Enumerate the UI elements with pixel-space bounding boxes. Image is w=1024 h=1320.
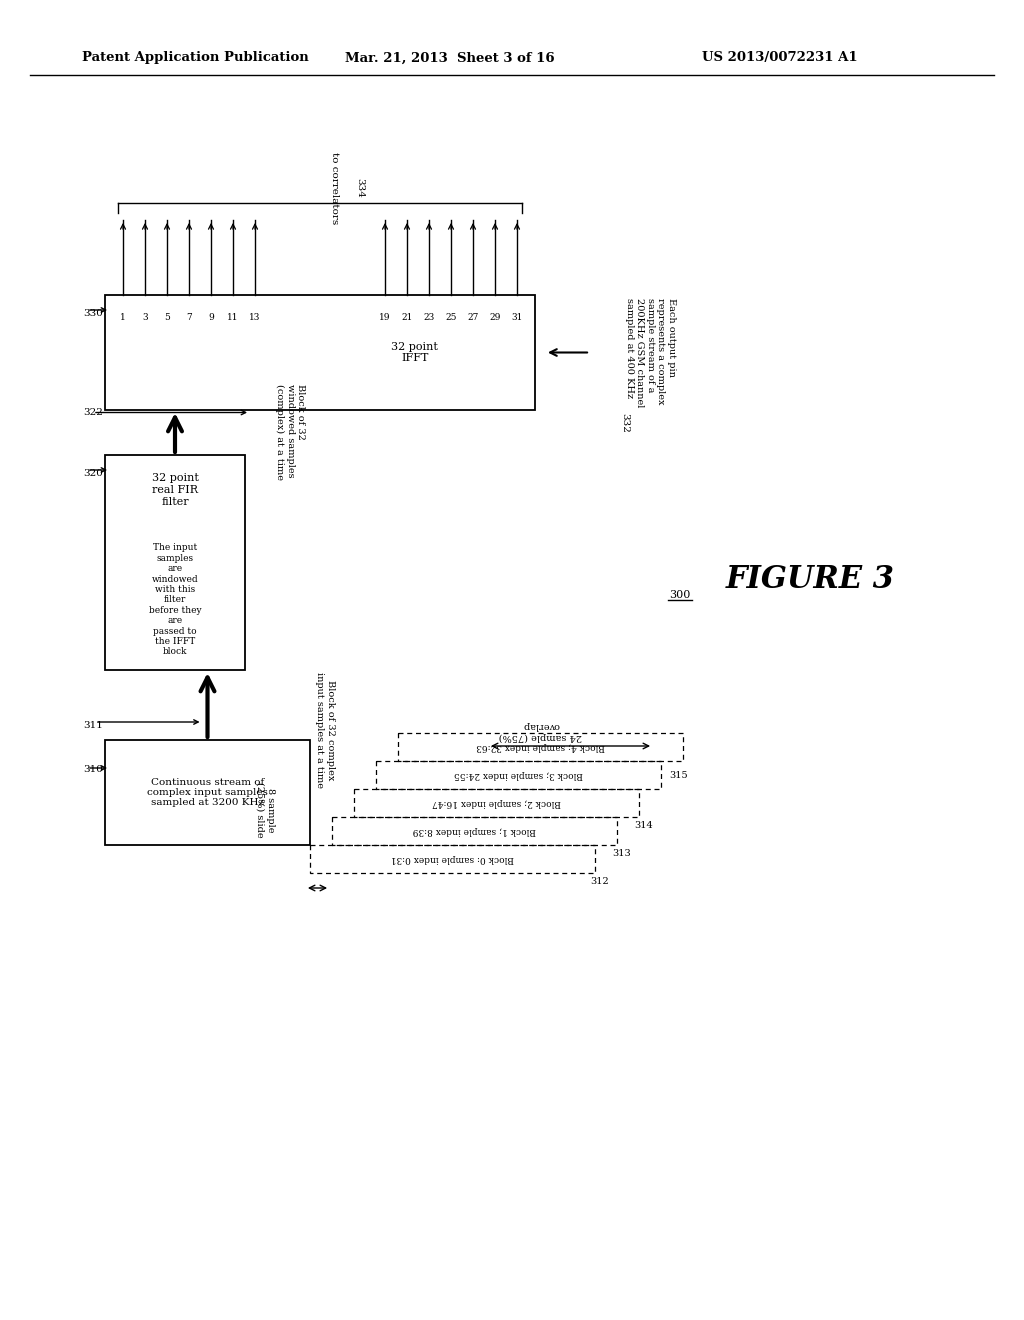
Bar <box>376 762 662 789</box>
Text: 32 point
IFFT: 32 point IFFT <box>391 342 438 363</box>
Text: 3: 3 <box>142 313 147 322</box>
Text: 8 sample
(25%) slide: 8 sample (25%) slide <box>255 783 274 838</box>
Text: Block of 32 complex
input samples at a time: Block of 32 complex input samples at a t… <box>315 672 335 788</box>
Text: 310: 310 <box>83 766 102 775</box>
Text: 332: 332 <box>621 413 630 433</box>
Text: 300: 300 <box>670 590 690 601</box>
Text: 24 sample (75%)
overlap: 24 sample (75%) overlap <box>499 721 582 741</box>
Text: 312: 312 <box>590 876 608 886</box>
Text: 11: 11 <box>227 313 239 322</box>
Text: Continuous stream of
complex input samples
sampled at 3200 KHz: Continuous stream of complex input sampl… <box>147 777 268 808</box>
Text: 313: 313 <box>612 849 631 858</box>
Text: 25: 25 <box>445 313 457 322</box>
Text: 13: 13 <box>249 313 261 322</box>
Text: 1: 1 <box>120 313 126 322</box>
Text: 31: 31 <box>511 313 522 322</box>
Text: to correlators: to correlators <box>331 152 340 224</box>
Text: 311: 311 <box>83 721 102 730</box>
Text: FIGURE 3: FIGURE 3 <box>725 565 895 595</box>
Text: Patent Application Publication: Patent Application Publication <box>82 51 308 65</box>
Text: 29: 29 <box>489 313 501 322</box>
Text: 32 point
real FIR
filter: 32 point real FIR filter <box>152 474 199 507</box>
Text: 19: 19 <box>379 313 391 322</box>
Text: 322: 322 <box>83 408 102 417</box>
Text: Block 2; sample index 16:47: Block 2; sample index 16:47 <box>432 799 561 808</box>
Text: 314: 314 <box>634 821 652 829</box>
Bar <box>354 789 639 817</box>
Text: 23: 23 <box>423 313 434 322</box>
Text: US 2013/0072231 A1: US 2013/0072231 A1 <box>702 51 858 65</box>
Bar <box>332 817 617 845</box>
Text: Block 0: sample index 0:31: Block 0: sample index 0:31 <box>391 854 514 863</box>
Text: 21: 21 <box>401 313 413 322</box>
Text: Each output pin
represents a complex
sample stream of a
200KHz GSM channel
sampl: Each output pin represents a complex sam… <box>625 298 676 407</box>
Bar <box>105 294 535 411</box>
Text: Block 4; sample index 32:63: Block 4; sample index 32:63 <box>476 742 605 751</box>
Text: 315: 315 <box>669 771 688 780</box>
Text: Block of 32
windowed samples
(complex) at a time: Block of 32 windowed samples (complex) a… <box>275 384 305 480</box>
Text: 320: 320 <box>83 469 102 478</box>
Text: Block 3; sample index 24:55: Block 3; sample index 24:55 <box>454 771 583 780</box>
Text: 334: 334 <box>355 178 365 198</box>
Text: 9: 9 <box>208 313 214 322</box>
Text: Block 1; sample index 8:39: Block 1; sample index 8:39 <box>413 826 537 836</box>
Text: 5: 5 <box>164 313 170 322</box>
Bar <box>105 741 310 845</box>
Text: 330: 330 <box>83 309 102 318</box>
Bar <box>105 455 245 671</box>
Text: 27: 27 <box>467 313 478 322</box>
Text: Mar. 21, 2013  Sheet 3 of 16: Mar. 21, 2013 Sheet 3 of 16 <box>345 51 555 65</box>
Text: The input
samples
are
windowed
with this
filter
before they
are
passed to
the IF: The input samples are windowed with this… <box>148 544 202 656</box>
Text: 7: 7 <box>186 313 191 322</box>
Bar <box>398 733 683 762</box>
Bar <box>310 845 595 873</box>
